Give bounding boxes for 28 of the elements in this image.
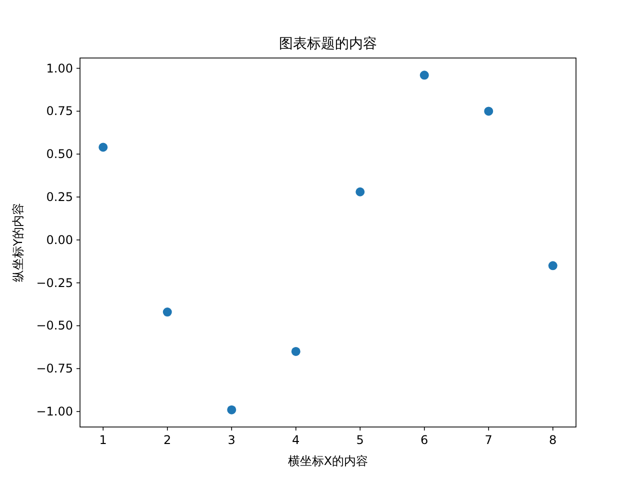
x-tick-label: 3 [228, 433, 236, 447]
y-tick-label: 0.00 [46, 232, 73, 247]
y-tick-label: −0.50 [36, 318, 73, 333]
point [356, 187, 365, 196]
y-tick-label: −0.75 [36, 362, 73, 376]
point [162, 308, 172, 316]
x-tick-label: 1 [99, 433, 107, 447]
point [484, 106, 494, 116]
point [420, 70, 429, 80]
y-tick-label: 0.50 [46, 147, 73, 162]
point [227, 405, 236, 414]
x-tick-label: 4 [292, 433, 300, 447]
point [98, 142, 108, 152]
y-tick-label: 0.25 [46, 190, 73, 204]
x-tick-label: 5 [356, 433, 364, 447]
x-tick-label: 7 [484, 433, 492, 447]
x-axis-title: 横坐标X的内容 [288, 454, 368, 468]
y-tick-label: −0.25 [36, 276, 73, 290]
x-tick-label: 2 [164, 433, 172, 447]
y-tick-label: 0.75 [46, 104, 73, 118]
y-axis-title: 纵坐标Y的内容 [11, 202, 25, 282]
y-tick-label: −1.00 [36, 404, 73, 419]
y-tick-label: 1.00 [46, 61, 73, 76]
chart-title: 图表标题的内容 [279, 36, 377, 52]
x-tick-label: 8 [549, 433, 557, 447]
point [291, 346, 300, 356]
point [548, 261, 558, 270]
x-tick-label: 6 [420, 433, 428, 447]
